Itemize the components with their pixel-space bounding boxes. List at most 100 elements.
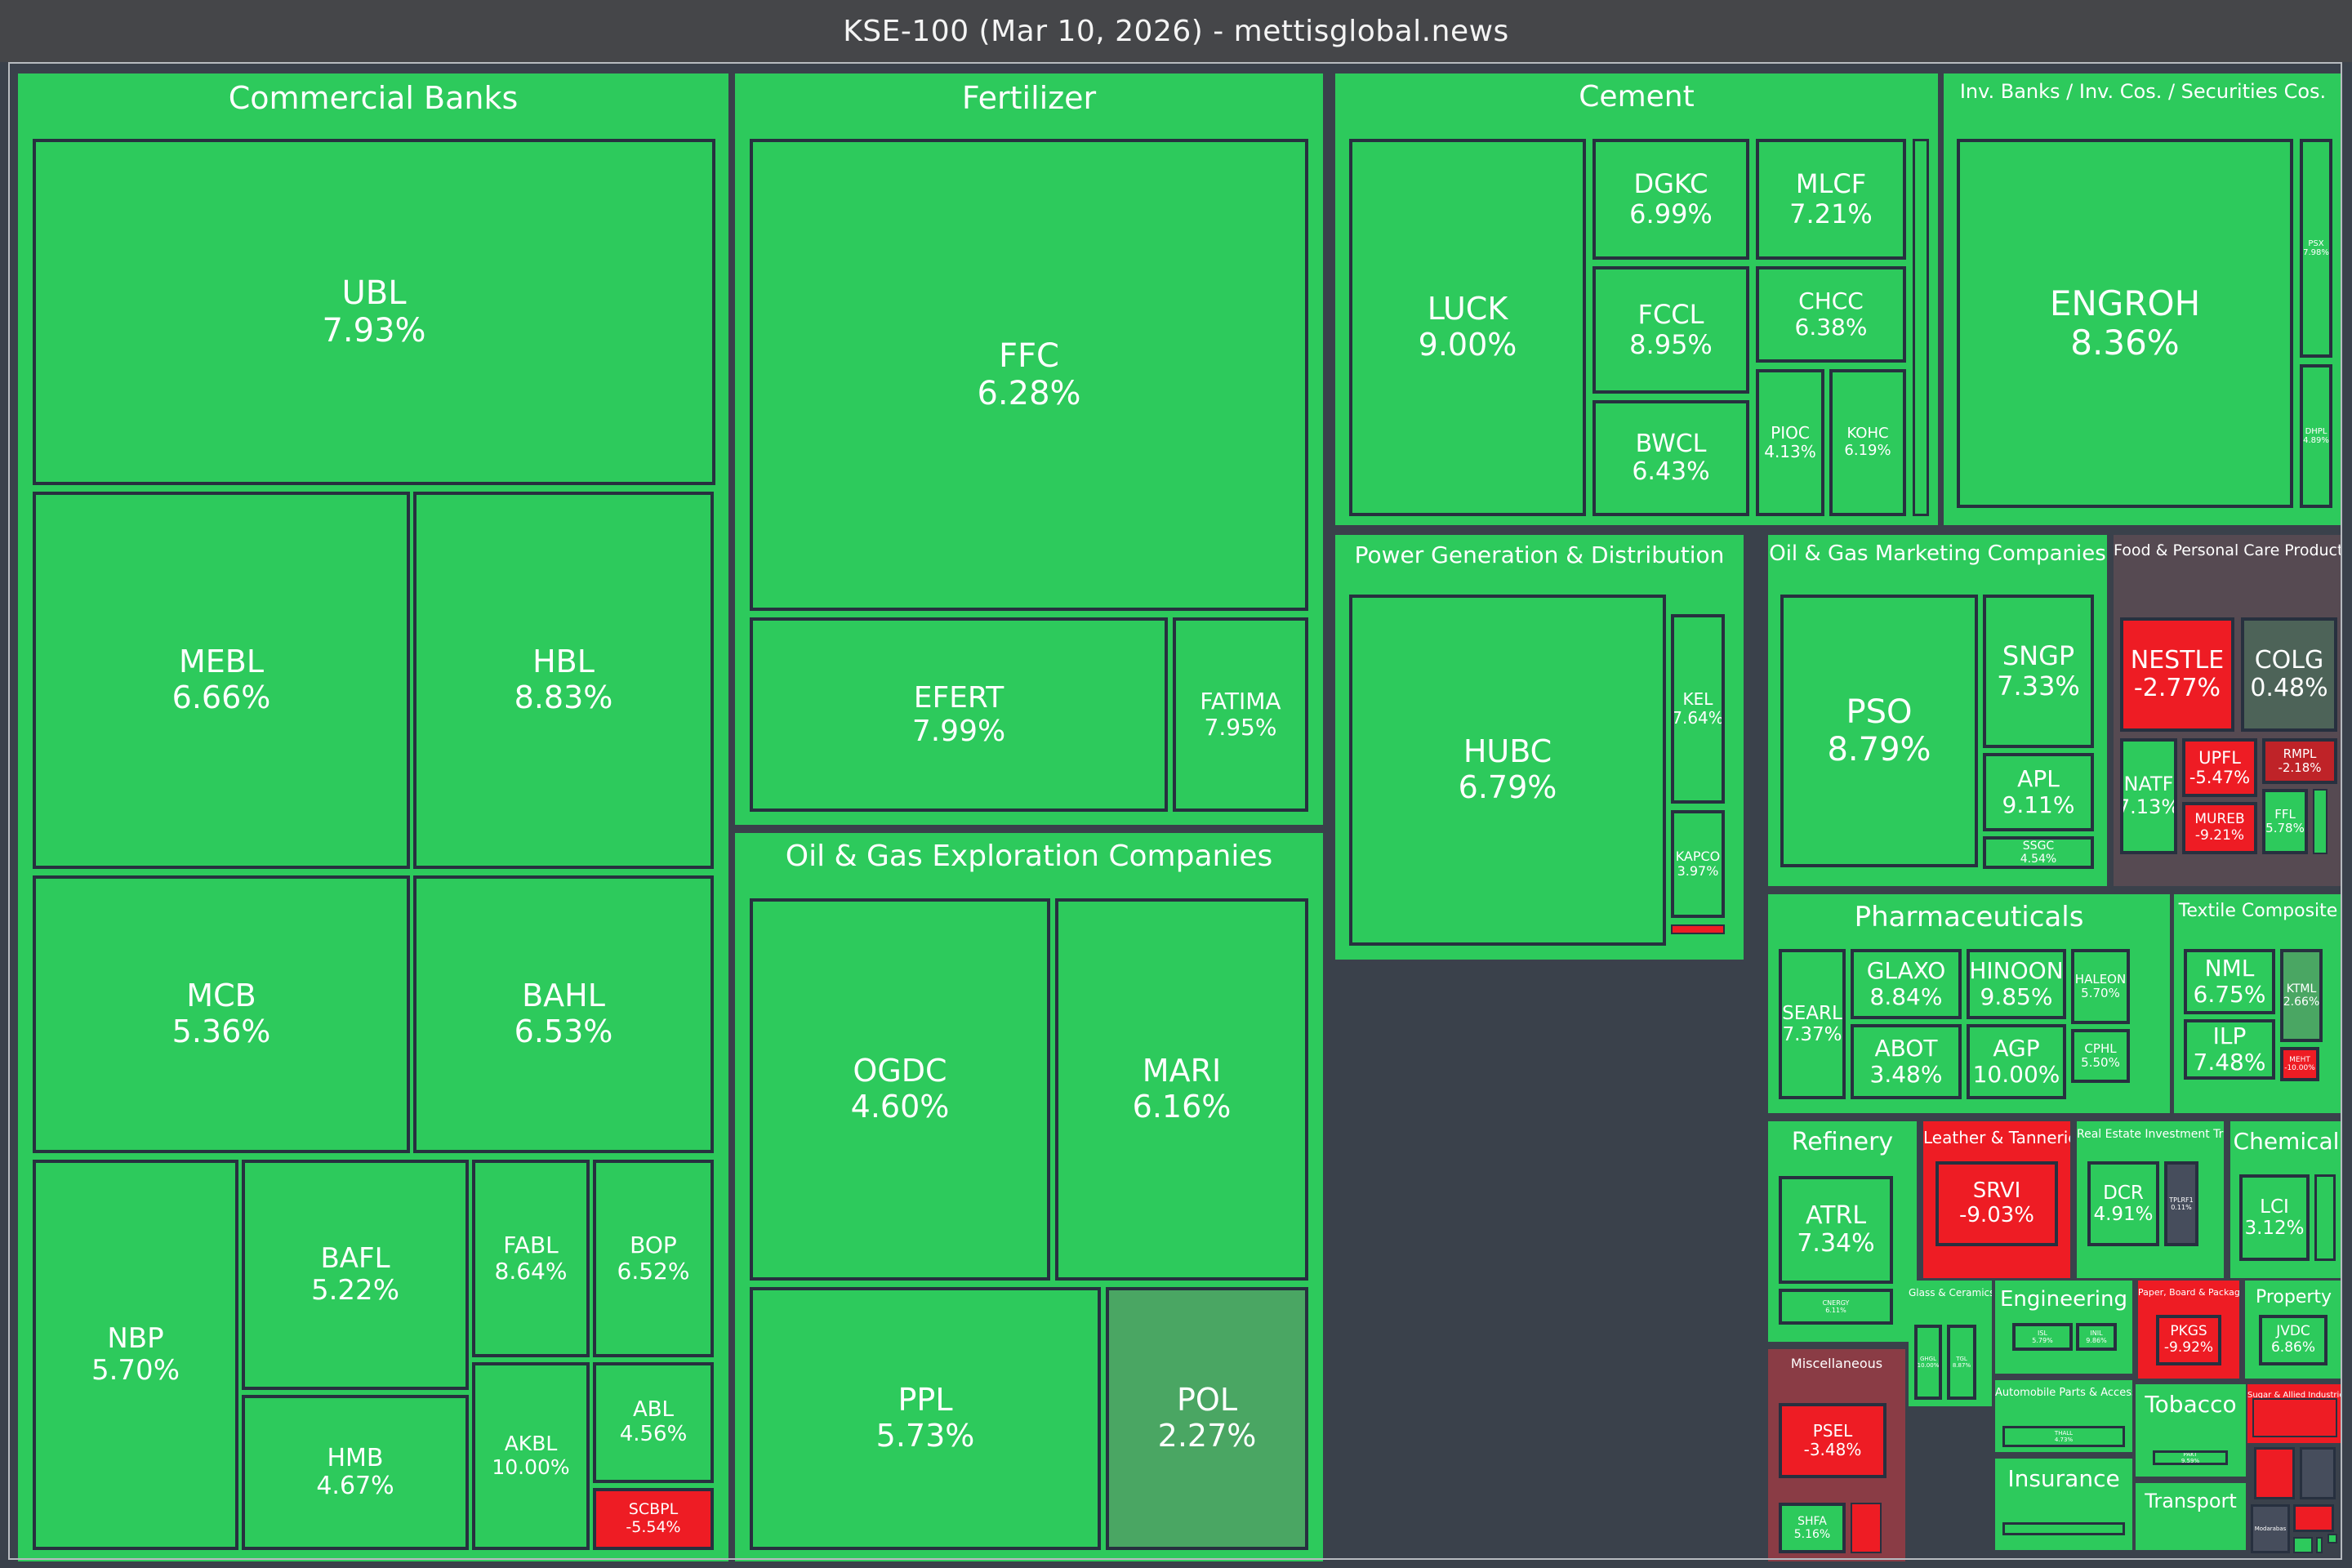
tile-hinoon[interactable]: HINOON 9.85% [1967,949,2066,1019]
tile-ticker: ILP [2212,1022,2247,1049]
tile-ticker: PIOC [1771,423,1810,443]
tile-unlabeled[interactable] [2293,1537,2313,1553]
tile-kel[interactable]: KEL 7.64% [1671,614,1725,804]
tile-fccl[interactable]: FCCL 8.95% [1592,266,1749,394]
tile-bwcl[interactable]: BWCL 6.43% [1592,400,1749,516]
tile-engroh[interactable]: ENGROH 8.36% [1957,139,2293,508]
tile-isl[interactable]: ISL 5.79% [2012,1323,2073,1351]
tile-fatima[interactable]: FATIMA 7.95% [1173,617,1308,812]
sector-transport: Transport [2136,1483,2246,1550]
tile-ssgc[interactable]: SSGC 4.54% [1983,836,2094,869]
tile-tplrf1[interactable]: TPLRF1 0.11% [2164,1161,2198,1246]
tile-tgl[interactable]: TGL 8.87% [1947,1325,1976,1400]
tile-thall[interactable]: THALL 4.73% [2002,1426,2125,1447]
tile-kohc[interactable]: KOHC 6.19% [1829,369,1906,516]
tile-natf[interactable]: NATF 7.13% [2120,738,2177,854]
tile-unlabeled[interactable] [2300,1447,2336,1499]
tile-scbpl[interactable]: SCBPL -5.54% [593,1488,714,1550]
tile-pso[interactable]: PSO 8.79% [1780,595,1978,867]
tile-dhpl[interactable]: DHPL 4.89% [2300,364,2332,508]
tile-jvdc[interactable]: JVDC 6.86% [2259,1315,2328,1365]
tile-bahl[interactable]: BAHL 6.53% [413,875,714,1153]
tile-ffc[interactable]: FFC 6.28% [750,139,1308,611]
tile-apl[interactable]: APL 9.11% [1983,753,2094,831]
tile-pkgs[interactable]: PKGS -9.92% [2156,1315,2221,1365]
tile-bafl[interactable]: BAFL 5.22% [242,1160,469,1390]
tile-pol[interactable]: POL 2.27% [1106,1287,1308,1550]
sector-header-oil-gas-marketing-companies: Oil & Gas Marketing Companies [1769,541,2106,566]
tile-value: -10.00% [2284,1064,2315,1072]
tile-mlcf[interactable]: MLCF 7.21% [1756,139,1906,260]
tile-unlabeled[interactable] [2293,1504,2334,1532]
tile-luck[interactable]: LUCK 9.00% [1349,139,1586,516]
tile-colg[interactable]: COLG 0.48% [2241,617,2337,732]
tile-unlabeled[interactable] [2328,1534,2337,1544]
tile-nbp[interactable]: NBP 5.70% [33,1160,238,1550]
tile-psel[interactable]: PSEL -3.48% [1779,1403,1886,1478]
tile-ubl[interactable]: UBL 7.93% [33,139,715,485]
tile-value: 8.79% [1827,731,1931,768]
tile-pioc[interactable]: PIOC 4.13% [1756,369,1824,516]
tile-searl[interactable]: SEARL 7.37% [1779,949,1846,1099]
tile-ticker: APL [2017,764,2060,792]
sector-header-tobacco: Tobacco [2145,1391,2237,1418]
tile-akbl[interactable]: AKBL 10.00% [472,1362,590,1550]
tile-efert[interactable]: EFERT 7.99% [750,617,1168,812]
tile-agp[interactable]: AGP 10.00% [1967,1024,2066,1099]
tile-srvi[interactable]: SRVI -9.03% [1936,1161,2058,1246]
tile-value: 3.48% [1869,1061,1943,1088]
tile-mebl[interactable]: MEBL 6.66% [33,492,410,869]
tile-kapco[interactable]: KAPCO 3.97% [1671,810,1725,918]
tile-ogdc[interactable]: OGDC 4.60% [750,898,1050,1281]
tile-mureb[interactable]: MUREB -9.21% [2182,802,2257,854]
tile-nml[interactable]: NML 6.75% [2184,949,2275,1014]
tile-ticker: SRVI [1972,1178,2021,1204]
tile-ilp[interactable]: ILP 7.48% [2184,1019,2275,1080]
tile-unlabeled[interactable] [2313,789,2328,854]
tile-unlabeled[interactable] [2002,1522,2125,1535]
tile-modarabas[interactable]: Modarabas [2251,1504,2290,1553]
tile-mari[interactable]: MARI 6.16% [1055,898,1308,1281]
tile-sngp[interactable]: SNGP 7.33% [1983,595,2094,748]
tile-value: -2.77% [2133,674,2221,702]
tile-dgkc[interactable]: DGKC 6.99% [1592,139,1749,260]
tile-ktml[interactable]: KTML 2.66% [2280,949,2323,1042]
tile-unlabeled[interactable] [2252,1398,2337,1437]
tile-dcr[interactable]: DCR 4.91% [2087,1161,2159,1246]
tile-glaxo[interactable]: GLAXO 8.84% [1851,949,1962,1019]
tile-mcb[interactable]: MCB 5.36% [33,875,410,1153]
tile-unlabeled[interactable] [2316,1537,2323,1553]
tile-unlabeled[interactable] [1913,139,1929,516]
tile-unlabeled[interactable] [2254,1447,2295,1499]
tile-ghgl[interactable]: GHGL 10.00% [1914,1325,1942,1400]
tile-lci[interactable]: LCI 3.12% [2239,1174,2310,1261]
tile-bop[interactable]: BOP 6.52% [593,1160,714,1357]
tile-nestle[interactable]: NESTLE -2.77% [2120,617,2234,732]
tile-hbl[interactable]: HBL 8.83% [413,492,714,869]
tile-ppl[interactable]: PPL 5.73% [750,1287,1101,1550]
tile-hubc[interactable]: HUBC 6.79% [1349,595,1666,946]
tile-abl[interactable]: ABL 4.56% [593,1362,714,1483]
tile-chcc[interactable]: CHCC 6.38% [1756,266,1906,363]
tile-unlabeled[interactable] [2314,1174,2336,1261]
tile-atrl[interactable]: ATRL 7.34% [1779,1176,1893,1284]
tile-meht[interactable]: MEHT -10.00% [2280,1047,2319,1081]
tile-rmpl[interactable]: RMPL -2.18% [2262,738,2337,784]
tile-unlabeled[interactable] [1851,1503,1882,1553]
tile-unlabeled[interactable] [1671,924,1725,934]
tile-value: -5.47% [2189,768,2251,787]
tile-shfa[interactable]: SHFA 5.16% [1779,1503,1846,1553]
tile-pakt[interactable]: PAKT 9.59% [2153,1450,2228,1465]
tile-cnergy[interactable]: CNERGY 6.11% [1779,1289,1893,1325]
tile-cphl[interactable]: CPHL 5.50% [2071,1029,2130,1083]
tile-ticker: ATRL [1805,1200,1867,1230]
tile-inil[interactable]: INIL 9.86% [2076,1323,2117,1351]
tile-upfl[interactable]: UPFL -5.47% [2182,738,2257,797]
tile-psx[interactable]: PSX 7.98% [2300,139,2332,358]
tile-ticker: UPFL [2198,747,2241,768]
tile-haleon[interactable]: HALEON 5.70% [2071,949,2130,1024]
tile-ffl[interactable]: FFL 5.78% [2262,789,2308,854]
tile-abot[interactable]: ABOT 3.48% [1851,1024,1962,1099]
tile-fabl[interactable]: FABL 8.64% [472,1160,590,1357]
tile-hmb[interactable]: HMB 4.67% [242,1395,469,1550]
